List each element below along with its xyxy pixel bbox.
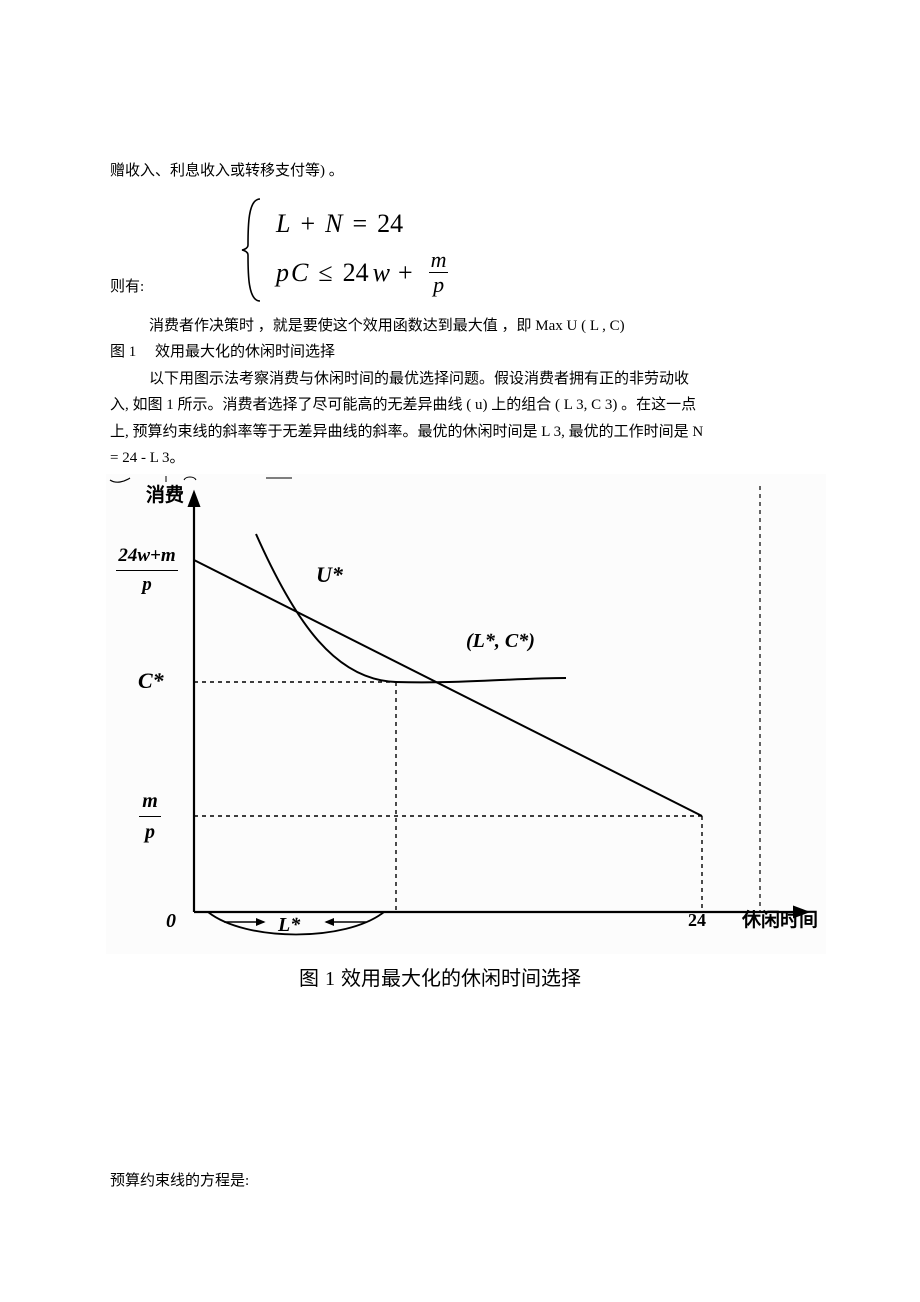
- paragraph-maxu: 消费者作决策时 ，就是要使这个效用函数达到最大值 ，即 Max U ( L , …: [110, 315, 810, 338]
- equation-prefix: 则有:: [110, 276, 240, 305]
- label-lcstar: (L*, C*): [466, 626, 535, 656]
- eq2-fraction: m p: [427, 249, 451, 296]
- eq1-plus: +: [300, 204, 315, 243]
- y-label-p: p: [130, 817, 170, 847]
- y-label-top-den: p: [112, 571, 182, 600]
- caption-label: 图: [299, 968, 319, 990]
- figure-1-chart: 消费 休闲时间 24w+m p C* m p U* (L*, C*) 0 L* …: [106, 474, 826, 954]
- y-label-24wm-over-p: 24w+m p: [112, 542, 182, 600]
- eq2-frac-den: p: [429, 272, 448, 296]
- label-ustar: U*: [316, 558, 343, 591]
- x-label-24: 24: [688, 907, 706, 934]
- fragment-line-top: 赠收入、利息收入或转移支付等) 。: [110, 160, 810, 183]
- eq2-frac-num: m: [427, 249, 451, 272]
- eq2-C: C: [291, 253, 308, 292]
- x-label-lstar: L*: [278, 910, 300, 940]
- equation-2: p C ≤ 24 w + m p: [276, 249, 451, 296]
- eq2-p: p: [276, 253, 289, 292]
- y-axis-label: 消费: [146, 482, 184, 511]
- eq1-24: 24: [377, 204, 403, 243]
- eq2-24: 24: [343, 253, 369, 292]
- paragraph-graphic-4: = 24 - L 3。: [110, 447, 810, 470]
- y-label-m-over-p: m p: [130, 786, 170, 847]
- paragraph-graphic-1: 以下用图示法考察消费与休闲时间的最优选择问题。假设消费者拥有正的非劳动收: [110, 368, 810, 391]
- y-label-top-num: 24w+m: [116, 542, 177, 572]
- origin-label: 0: [166, 906, 176, 936]
- eq2-plus: +: [398, 253, 413, 292]
- equation-1: L + N = 24: [276, 204, 451, 243]
- eq2-le: ≤: [318, 253, 332, 292]
- paragraph-graphic-2: 入, 如图 1 所示。消费者选择了尽可能高的无差异曲线 ( u) 上的组合 ( …: [110, 394, 810, 417]
- y-label-cstar: C*: [138, 664, 164, 697]
- y-label-m: m: [139, 786, 161, 817]
- equation-block: 则有: L + N = 24 p C ≤ 24 w + m p: [110, 195, 810, 305]
- bottom-paragraph: 预算约束线的方程是:: [110, 1170, 249, 1193]
- figure-1-caption: 图1 效用最大化的休闲时间选择: [70, 964, 810, 994]
- eq2-w: w: [373, 253, 390, 292]
- caption-text: 效用最大化的休闲时间选择: [341, 968, 581, 990]
- brace-icon: [240, 195, 264, 305]
- x-axis-label: 休闲时间: [742, 907, 818, 936]
- eq1-L: L: [276, 204, 290, 243]
- paragraph-graphic-3: 上, 预算约束线的斜率等于无差异曲线的斜率。最优的休闲时间是 L 3, 最优的工…: [110, 421, 810, 444]
- caption-num: 1: [325, 968, 335, 990]
- chart-svg: [106, 474, 826, 954]
- eq1-N: N: [325, 204, 342, 243]
- eq1-eq: =: [352, 204, 367, 243]
- equation-system: L + N = 24 p C ≤ 24 w + m p: [240, 195, 463, 305]
- figure-label-inline: 图 1 效用最大化的休闲时间选择: [110, 341, 810, 364]
